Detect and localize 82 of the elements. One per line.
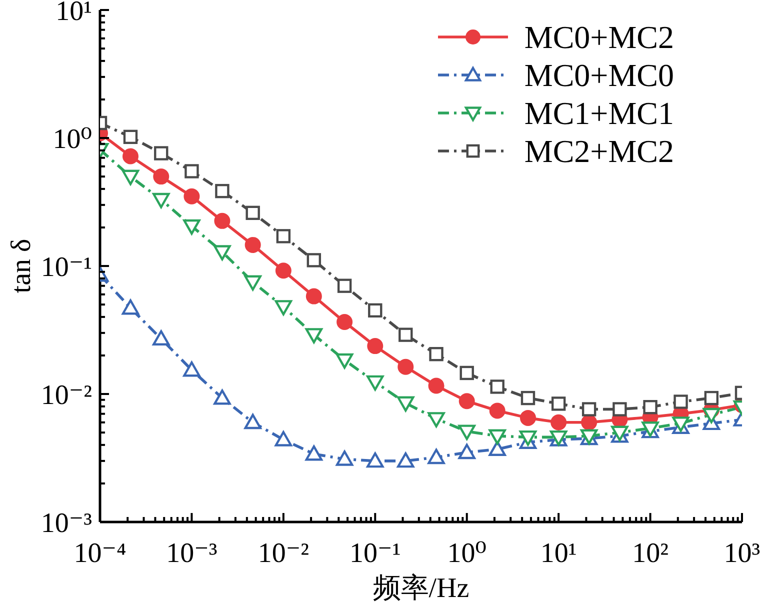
legend-label: MC2+MC2: [524, 132, 674, 170]
y-tick-label: 10⁻³: [40, 508, 92, 539]
point: [428, 448, 445, 464]
y-tick-label: 10⁻¹: [40, 252, 92, 283]
point: [246, 206, 260, 220]
y-tick-label: 10⁰: [52, 124, 92, 155]
point: [489, 402, 506, 419]
point: [702, 408, 720, 424]
point: [183, 361, 200, 377]
x-tick-label: 10⁻²: [258, 538, 310, 569]
point: [305, 328, 323, 344]
point: [704, 390, 719, 406]
point: [122, 148, 138, 164]
point: [154, 146, 168, 160]
point: [612, 402, 627, 416]
point: [398, 328, 413, 342]
point: [275, 262, 292, 279]
point: [488, 440, 506, 456]
point: [551, 396, 566, 411]
point: [488, 429, 506, 445]
point: [398, 358, 414, 375]
point: [244, 275, 262, 291]
point: [184, 188, 200, 204]
point: [336, 450, 354, 466]
point: [274, 300, 292, 316]
point: [336, 353, 354, 369]
point: [428, 412, 445, 428]
legend-label: MC0+MC2: [524, 18, 674, 56]
point: [215, 184, 230, 198]
legend-label: MC1+MC1: [524, 94, 674, 132]
point: [214, 245, 231, 260]
point: [397, 396, 414, 412]
point: [490, 380, 504, 394]
x-tick-label: 10⁰: [447, 538, 486, 569]
point: [337, 278, 352, 293]
point: [152, 192, 170, 208]
point: [458, 444, 476, 460]
point: [183, 219, 200, 235]
point: [152, 330, 170, 346]
point: [519, 430, 537, 446]
y-axis-title: tan δ: [6, 238, 37, 294]
point: [276, 229, 291, 244]
point: [305, 445, 323, 461]
point: [122, 170, 140, 186]
point: [397, 452, 414, 468]
point: [122, 299, 140, 315]
point: [429, 346, 444, 362]
x-tick-label: 10⁻¹: [350, 538, 401, 569]
point: [520, 410, 536, 426]
x-axis-title: 频率/Hz: [372, 573, 470, 604]
point: [214, 212, 230, 229]
point: [428, 378, 444, 394]
point: [458, 424, 476, 440]
x-tick-label: 10²: [632, 538, 668, 569]
y-tick-label: 10⁻²: [40, 380, 92, 411]
point: [643, 400, 658, 414]
y-tick-label: 10¹: [56, 0, 92, 27]
point: [306, 288, 322, 304]
x-tick-label: 10⁻⁴: [74, 538, 126, 569]
point: [368, 303, 382, 318]
point: [153, 168, 170, 185]
point: [214, 389, 231, 405]
point: [274, 431, 292, 446]
point: [674, 394, 688, 409]
point: [460, 366, 474, 380]
point: [184, 164, 199, 178]
x-tick-label: 10⁻³: [166, 538, 218, 569]
point: [244, 414, 262, 430]
point: [244, 236, 261, 253]
x-tick-label: 10¹: [540, 538, 577, 569]
x-tick-label: 10³: [724, 538, 760, 569]
point: [336, 314, 353, 330]
point: [366, 452, 384, 468]
point: [123, 130, 138, 144]
legend-label: MC0+MC0: [524, 56, 674, 94]
point: [520, 390, 536, 406]
point: [306, 253, 322, 268]
point: [366, 375, 384, 391]
point: [550, 414, 567, 430]
point: [582, 402, 596, 416]
point: [458, 393, 475, 410]
point: [367, 338, 384, 354]
